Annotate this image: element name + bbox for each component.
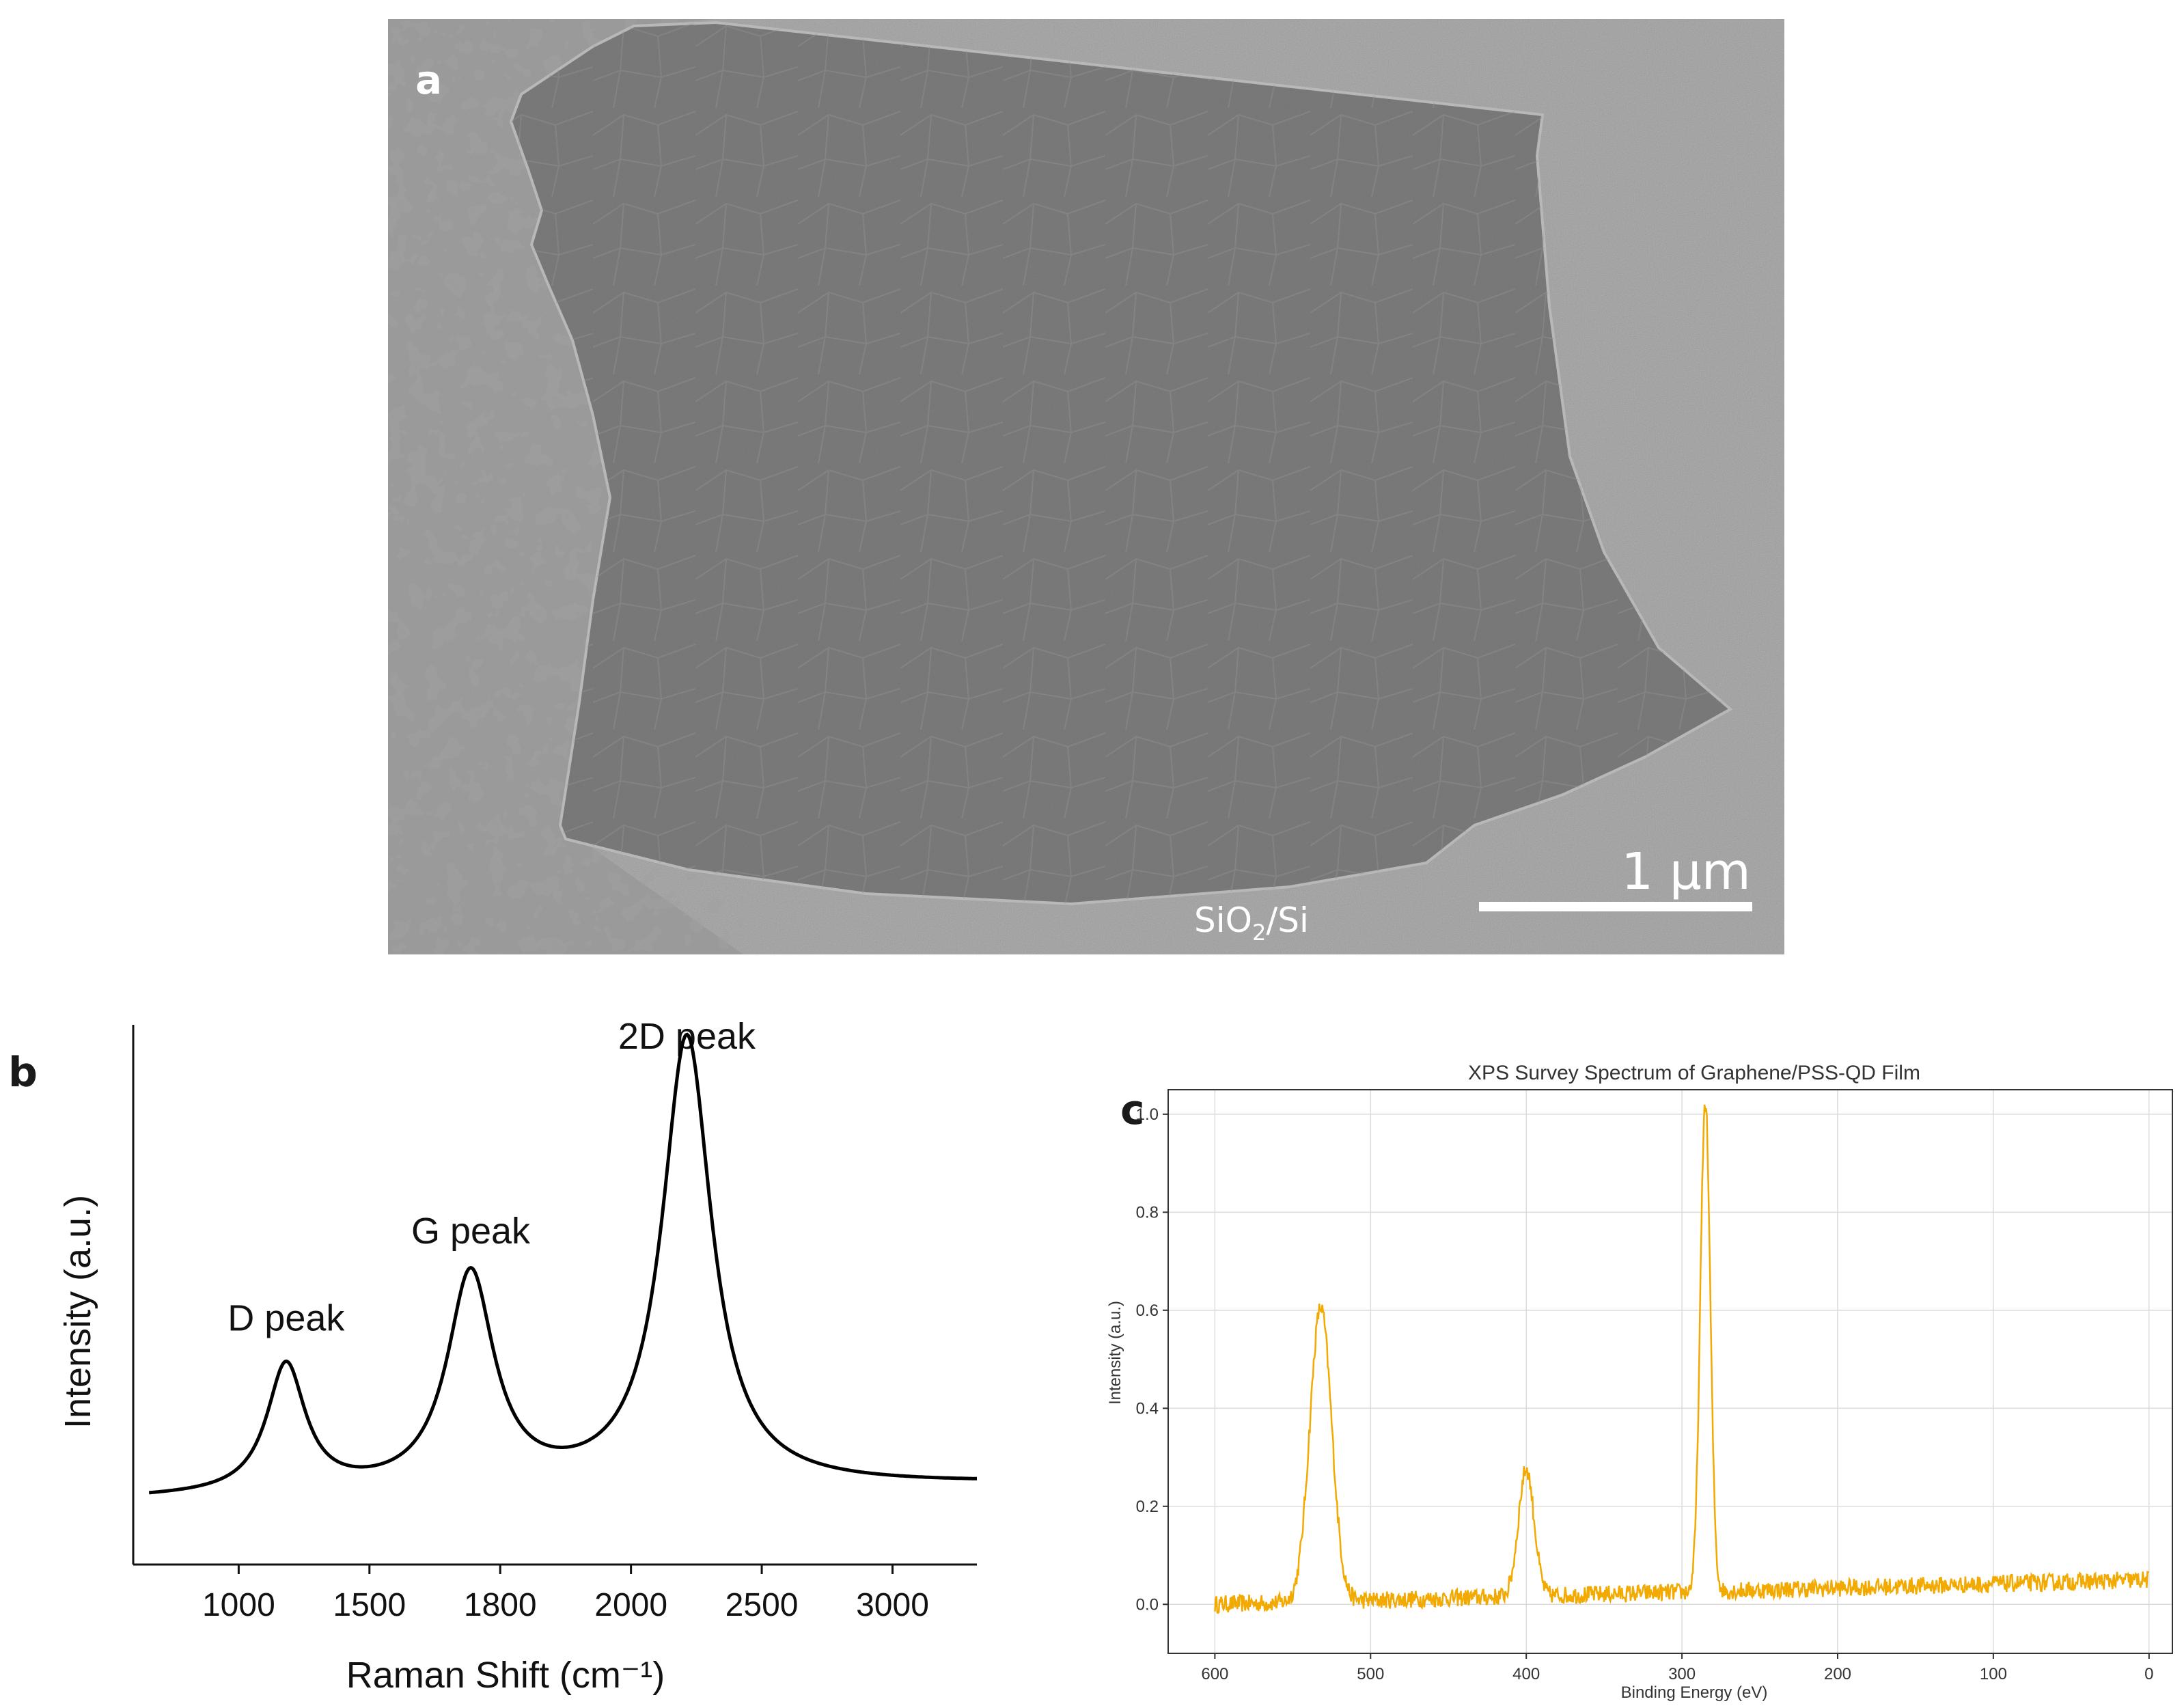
scale-bar-label: 1 µm [1621, 842, 1751, 901]
raman-x-axis-label: Raman Shift (cm⁻¹) [346, 1655, 665, 1696]
panel-b-letter: b [8, 1049, 38, 1097]
sem-image-panel: a 1 µm SiO2/Si [388, 19, 1784, 954]
xps-x-tick-label: 400 [1512, 1665, 1540, 1683]
sem-micrograph [388, 19, 1784, 954]
xps-y-tick-label: 0.2 [1136, 1498, 1159, 1516]
raman-x-tick-label: 1500 [333, 1587, 406, 1623]
raman-x-tick-label: 2000 [594, 1587, 667, 1623]
xps-y-tick-label: 0.0 [1136, 1595, 1159, 1614]
substrate-label: SiO2/Si [1194, 900, 1309, 946]
raman-peak-label: G peak [411, 1211, 531, 1252]
xps-plot-frame [1167, 1089, 2173, 1654]
raman-x-tick-label: 1000 [202, 1587, 275, 1623]
xps-chart: XPS Survey Spectrum of Graphene/PSS-QD F… [1106, 1062, 2173, 1702]
panel-a-letter: a [415, 57, 443, 103]
xps-x-tick-label: 600 [1201, 1665, 1228, 1683]
xps-chart-title: XPS Survey Spectrum of Graphene/PSS-QD F… [1468, 1062, 1920, 1084]
scale-bar [1479, 902, 1752, 911]
xps-y-tick-label: 0.4 [1136, 1399, 1159, 1418]
xps-x-tick-label: 100 [1980, 1665, 2007, 1683]
xps-x-tick-label: 500 [1357, 1665, 1384, 1683]
xps-y-tick-label: 0.6 [1136, 1301, 1159, 1320]
raman-spectrum-line [149, 1032, 977, 1495]
raman-x-tick-label: 2500 [725, 1587, 799, 1623]
xps-y-tick-label: 1.0 [1136, 1105, 1159, 1124]
raman-x-tick-label: 1800 [464, 1587, 537, 1623]
xps-y-tick-label: 0.8 [1136, 1203, 1159, 1222]
raman-y-axis-label: Intensity (a.u.) [57, 1195, 98, 1429]
xps-x-tick-label: 0 [2144, 1665, 2153, 1683]
xps-x-tick-label: 200 [1824, 1665, 1851, 1683]
xps-spectrum-line [1214, 1104, 2150, 1614]
xps-y-axis-label: Intensity (a.u.) [1106, 1301, 1124, 1405]
raman-x-tick-label: 3000 [856, 1587, 929, 1623]
xps-x-axis-label: Binding Energy (eV) [1621, 1683, 1768, 1702]
raman-peak-label: D peak [227, 1298, 345, 1339]
panel-c-letter: c [1120, 1086, 1145, 1134]
xps-x-tick-label: 300 [1668, 1665, 1696, 1683]
